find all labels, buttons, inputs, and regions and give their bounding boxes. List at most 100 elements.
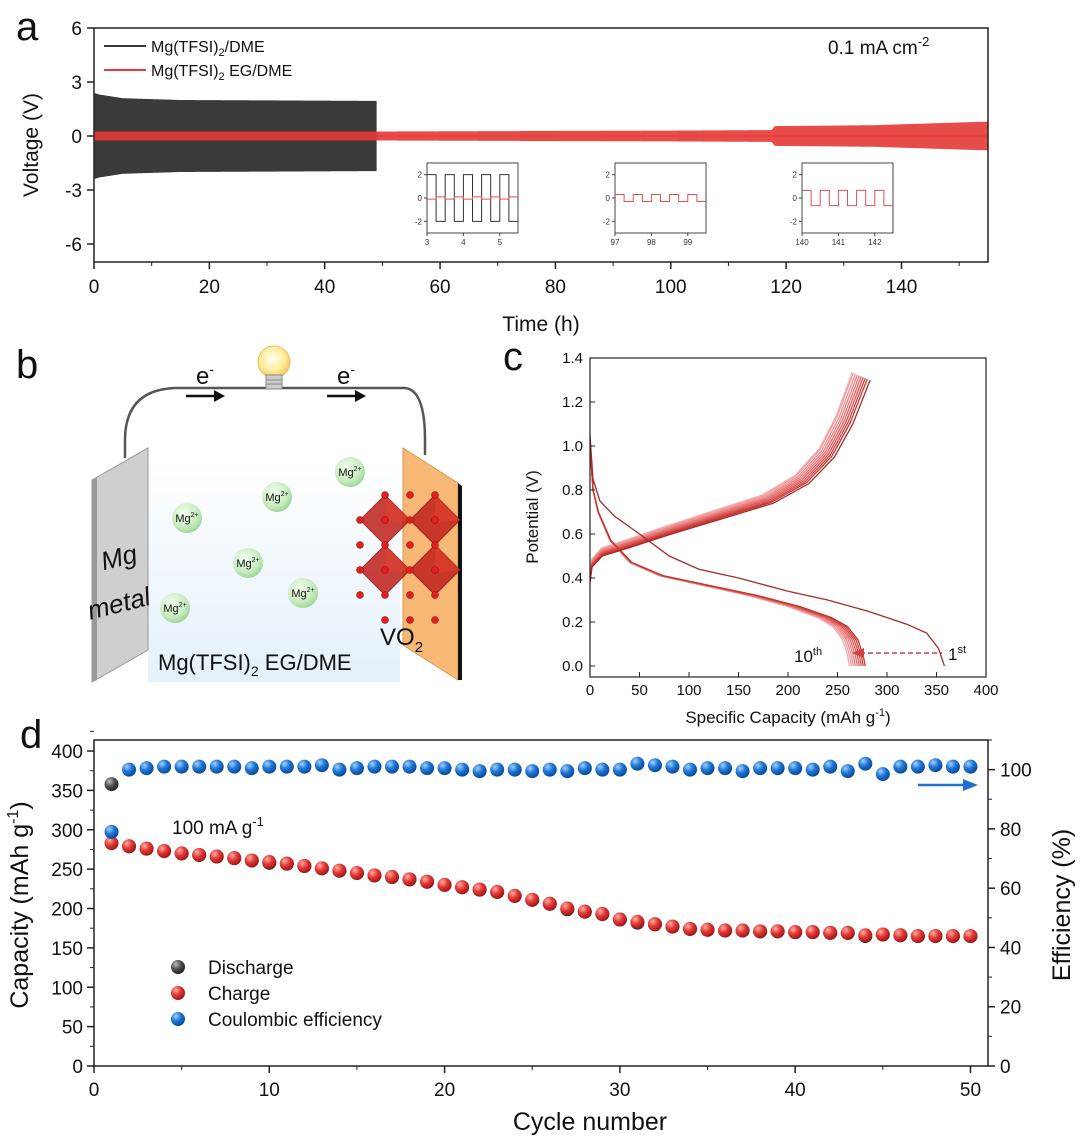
y-tick-label: -3 [65,181,82,202]
oxygen-atom [356,516,364,524]
charge-curve-cycle-4 [590,377,864,580]
mg-ion: Mg2+ [233,548,263,578]
y2-tick-label: 60 [1000,879,1021,900]
mg-ions: Mg2+Mg2+Mg2+Mg2+Mg2+Mg2+ [160,457,365,623]
charge-point [122,839,137,854]
efficiency-point [490,762,505,777]
charge-point [402,872,417,887]
legend-label-efficiency: Coulombic efficiency [208,1010,382,1031]
charge-point [507,888,522,903]
oxygen-atom [356,541,364,549]
charge-point [297,858,312,873]
legend-label-dme: Mg(TFSI)2/DME [151,39,265,59]
charge-point [630,914,645,929]
charge-point [770,924,785,939]
mg-ion-sphere [262,482,292,512]
charge-point [945,929,960,944]
charge-curve-cycle-2 [590,378,868,582]
discharge-curve-cycle-1 [590,434,946,667]
efficiency-point [314,758,329,773]
efficiency-point [227,759,242,774]
y-tick-label: 200 [51,900,83,921]
panel-d-xlabel: Cycle number [513,1108,667,1136]
cathode-label: VO2 [380,624,423,656]
ion-charge: 2+ [354,466,362,473]
charge-point [963,929,978,944]
efficiency-point [893,759,908,774]
charge-point [612,912,627,927]
charge-point [700,922,715,937]
efficiency-point [262,759,277,774]
panel-d-points [104,756,978,944]
mg-ion: Mg2+ [335,457,365,487]
efficiency-point [700,761,715,776]
x-tick-label: 20 [199,277,220,298]
oxygen-atom [381,591,389,599]
panel-c-ticks: 0 50 100 150 200 250 300 350 400 0.0 0.2 0.4 0.6 0.8 1… [562,350,998,699]
panel-label-b: b [16,343,38,387]
oxygen-atom [381,616,389,624]
panel-d-ticks: 0 10 20 30 40 50 0 50 100 150 200 250 300 350 400 0 20 40… [51,730,1032,1101]
y2-tick-label: 80 [1000,820,1021,841]
charge-point [560,901,575,916]
discharge-point [104,777,119,792]
inset-wave-eg-dme [427,196,518,200]
charge-curve-cycle-3 [590,378,866,581]
y2-tick-label: 0 [1000,1057,1011,1078]
inset-y-tick-label: -2 [603,217,611,226]
x-tick-label: 40 [785,1080,806,1101]
inset-y-tick-label: 2 [418,171,423,180]
inset-x-tick-label: 140 [795,238,809,247]
inset-x-tick-label: 141 [832,238,846,247]
inset-wave-eg-dme [802,189,893,207]
ion-text: Mg [291,588,306,600]
ion-charge: 2+ [191,512,199,519]
panel-a-frame [93,27,989,263]
y2-tick-label: 40 [1000,938,1021,959]
oxygen-atom [406,616,414,624]
inset-wave-eg-dme [615,194,706,202]
y-tick-label: 350 [51,781,83,802]
charge-curve-cycle-5 [590,376,862,579]
inset-3: 2 0 -2 140 141 142 [790,162,894,247]
y-tick-label: -6 [65,235,82,256]
electron-arrow-right-icon [327,390,366,402]
efficiency-point [577,761,592,776]
inset-y-tick-label: 2 [606,171,611,180]
x-tick-label: 200 [775,682,800,699]
y-tick-label: 0 [72,1057,83,1078]
y-tick-label: 400 [51,742,83,763]
x-tick-label: 0 [89,277,100,298]
oxygen-atom [381,541,389,549]
discharge-curve-cycle-5 [590,445,860,667]
panel-d-cycling-chart: 0 10 20 30 40 50 0 50 100 150 200 250 300 350 400 0 20 40… [5,730,1076,1136]
y-tick-label: 0.8 [562,482,583,499]
inset-x-tick-label: 98 [647,238,656,247]
oxygen-atom [406,541,414,549]
efficiency-point [963,759,978,774]
x-tick-label: 100 [655,277,687,298]
cycle-arrow-head-icon [852,648,864,658]
ion-charge: 2+ [307,587,315,594]
y2-tick-label: 100 [1000,761,1032,782]
charge-point [455,880,470,895]
charge-point [157,844,172,859]
panel-a-xlabel: Time (h) [502,313,579,336]
electron-arrow-left-icon [186,390,225,402]
efficiency-point [560,764,575,779]
efficiency-point [805,762,820,777]
y-tick-label: 6 [71,19,82,40]
oxygen-atom [431,516,439,524]
y-tick-label: 150 [51,939,83,960]
ion-text: Mg [338,467,353,479]
panel-c-capacity-chart: 0 50 100 150 200 250 300 350 400 0.0 0.2 0.4 0.6 0.8 1… [523,350,999,727]
mg-ion-sphere [172,503,202,533]
charge-point [805,925,820,940]
charge-point [349,866,364,881]
y2-tick-label: 20 [1000,998,1021,1019]
charge-point [192,847,207,862]
efficiency-point [612,762,627,777]
charge-point [665,919,680,934]
